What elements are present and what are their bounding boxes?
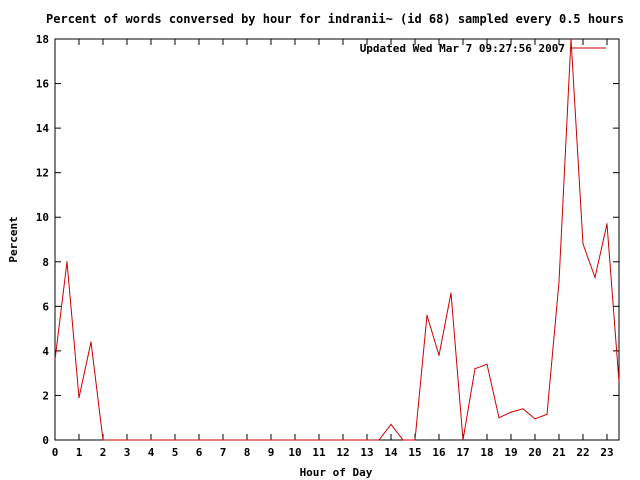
data-point xyxy=(342,439,344,441)
data-point xyxy=(234,439,236,441)
data-point xyxy=(354,439,356,441)
data-point xyxy=(534,418,536,420)
series-line xyxy=(54,38,620,441)
series-group xyxy=(54,38,620,441)
x-tick-label: 16 xyxy=(432,446,446,459)
data-point xyxy=(330,439,332,441)
x-tick-label: 13 xyxy=(360,446,373,459)
x-tick-label: 0 xyxy=(52,446,59,459)
y-tick-label: 12 xyxy=(36,167,49,180)
data-point xyxy=(510,411,512,413)
y-tick-label: 2 xyxy=(42,389,49,402)
data-point xyxy=(570,38,572,40)
data-point xyxy=(474,368,476,370)
x-tick-label: 20 xyxy=(528,446,541,459)
data-point xyxy=(462,439,464,441)
data-point xyxy=(282,439,284,441)
x-tick-label: 4 xyxy=(148,446,155,459)
x-tick-label: 17 xyxy=(456,446,469,459)
x-tick-label: 10 xyxy=(288,446,301,459)
data-point xyxy=(270,439,272,441)
x-tick-label: 21 xyxy=(552,446,566,459)
data-point xyxy=(390,423,392,426)
x-tick-label: 23 xyxy=(600,446,613,459)
x-tick-label: 8 xyxy=(244,446,251,459)
data-point xyxy=(66,261,68,263)
y-ticks: 0 2 4 6 8 10 12 14 16 18 xyxy=(36,33,619,447)
data-point xyxy=(618,381,620,383)
data-point xyxy=(126,439,128,441)
x-tick-label: 11 xyxy=(312,446,326,459)
data-point xyxy=(222,439,224,441)
data-point xyxy=(174,439,176,441)
data-point xyxy=(522,408,524,410)
y-tick-label: 6 xyxy=(42,300,49,313)
data-point xyxy=(186,439,188,441)
y-tick-label: 8 xyxy=(42,256,49,269)
data-point xyxy=(54,359,56,361)
data-point xyxy=(318,439,320,441)
x-tick-label: 2 xyxy=(100,446,107,459)
x-tick-label: 15 xyxy=(408,446,421,459)
x-tick-label: 18 xyxy=(480,446,493,459)
x-tick-label: 1 xyxy=(76,446,83,459)
data-point xyxy=(138,439,140,441)
legend-label: Updated Wed Mar 7 09:27:56 2007 xyxy=(360,42,565,55)
data-point xyxy=(90,341,92,343)
x-ticks: 0 1 2 3 4 5 6 7 8 9 10 11 12 13 14 15 16 17 18 19 20 21 22 23 xyxy=(52,39,614,459)
data-point xyxy=(498,417,500,419)
x-tick-label: 6 xyxy=(196,446,203,459)
x-tick-label: 14 xyxy=(384,446,398,459)
data-point xyxy=(102,439,104,441)
y-tick-label: 14 xyxy=(36,122,50,135)
data-point xyxy=(426,314,428,316)
data-point xyxy=(198,439,200,441)
data-point xyxy=(438,354,440,356)
x-tick-label: 5 xyxy=(172,446,179,459)
y-tick-label: 18 xyxy=(36,33,49,46)
axes xyxy=(54,38,620,441)
plot-frame xyxy=(54,38,620,441)
x-tick-label: 19 xyxy=(504,446,517,459)
data-point xyxy=(162,439,164,441)
x-tick-label: 7 xyxy=(220,446,227,459)
data-point xyxy=(546,413,548,415)
data-point xyxy=(558,281,560,283)
data-point xyxy=(606,223,608,225)
data-point xyxy=(210,439,212,441)
y-tick-label: 4 xyxy=(42,345,49,358)
data-point xyxy=(306,439,308,441)
y-tick-label: 10 xyxy=(36,211,49,224)
y-axis-label: Percent xyxy=(7,216,20,262)
data-point xyxy=(594,276,596,278)
data-point xyxy=(258,439,260,441)
data-point xyxy=(114,439,116,441)
x-tick-label: 3 xyxy=(124,446,131,459)
y-tick-label: 0 xyxy=(42,434,49,447)
x-tick-label: 9 xyxy=(268,446,275,459)
data-point xyxy=(582,243,584,245)
x-axis-label: Hour of Day xyxy=(300,466,373,479)
data-point xyxy=(150,439,152,441)
x-tick-label: 12 xyxy=(336,446,349,459)
data-point xyxy=(78,397,80,399)
legend: Updated Wed Mar 7 09:27:56 2007 xyxy=(360,42,606,55)
data-point xyxy=(402,439,404,441)
chart-title: Percent of words conversed by hour for i… xyxy=(46,12,624,26)
y-tick-label: 16 xyxy=(36,78,50,91)
data-point xyxy=(378,439,380,441)
data-point xyxy=(486,363,488,365)
data-point xyxy=(450,292,452,294)
data-point xyxy=(294,439,296,441)
data-point xyxy=(246,439,248,441)
data-point xyxy=(414,439,416,441)
x-tick-label: 22 xyxy=(576,446,589,459)
data-point xyxy=(366,439,368,441)
